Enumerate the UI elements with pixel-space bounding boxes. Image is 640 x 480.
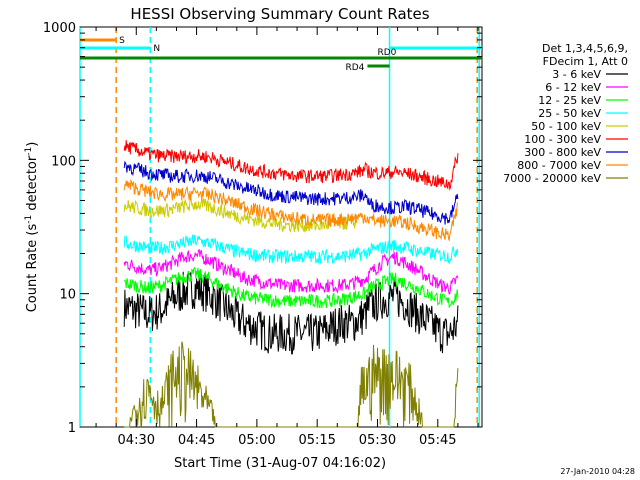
legend-label-6: 300 - 800 keV xyxy=(524,146,601,159)
legend-label-7: 800 - 7000 keV xyxy=(517,159,601,172)
flag-label-1: N xyxy=(153,44,160,54)
x-tick-label-2: 05:00 xyxy=(238,433,275,448)
y-axis-label-sup2: -1 xyxy=(24,147,34,156)
x-tick-label-3: 05:15 xyxy=(298,433,335,448)
y-tick-label-3: 1000 xyxy=(43,21,76,36)
flag-label-3: RD0 xyxy=(377,48,396,58)
legend-label-4: 50 - 100 keV xyxy=(531,120,601,133)
y-tick-label-1: 10 xyxy=(59,288,76,303)
x-axis-label: Start Time (31-Aug-07 04:16:02) xyxy=(174,456,386,471)
y-axis-label-end: ) xyxy=(25,142,40,147)
y-axis-label-mid: detector xyxy=(25,155,40,215)
y-tick-label-2: 100 xyxy=(51,154,76,169)
series-line-1 xyxy=(123,248,459,295)
legend-label-3: 25 - 50 keV xyxy=(538,107,601,120)
y-axis-label-sup1: -1 xyxy=(24,215,34,224)
x-tick-label-5: 05:45 xyxy=(419,433,456,448)
legend-label-0: 3 - 6 keV xyxy=(552,68,601,81)
flag-label-4: RD4 xyxy=(346,63,365,73)
y-axis-label: Count Rate (s-1 detector-1) xyxy=(24,142,40,313)
series-line-7 xyxy=(123,178,459,242)
flag-label-0: S xyxy=(119,36,125,46)
legend-header-line-1: Det 1,3,4,5,6,9, xyxy=(542,42,628,55)
legend-label-5: 100 - 300 keV xyxy=(524,133,601,146)
series-line-3 xyxy=(123,234,459,265)
footer-timestamp: 27-Jan-2010 04:28 xyxy=(560,467,635,476)
x-tick-label-0: 04:30 xyxy=(118,433,155,448)
legend-header-line-2: FDecim 1, Att 0 xyxy=(543,55,628,68)
chart-title: HESSI Observing Summary Count Rates xyxy=(130,5,429,23)
series-line-6 xyxy=(123,160,459,225)
x-tick-label-4: 05:30 xyxy=(359,433,396,448)
legend-label-8: 7000 - 20000 keV xyxy=(503,172,601,185)
legend-label-2: 12 - 25 keV xyxy=(538,94,601,107)
y-axis-label-main: Count Rate (s xyxy=(25,224,40,313)
series-line-4 xyxy=(123,197,358,234)
series-line-8 xyxy=(124,341,459,428)
axes-layer: 04:30 04:45 05:00 05:15 05:30 05:45 1 10 100 1000 xyxy=(43,21,482,448)
plot-layer: S N RD0 RD4 xyxy=(79,27,482,428)
y-tick-label-0: 1 xyxy=(68,421,76,436)
series-line-2 xyxy=(123,267,459,309)
x-tick-label-1: 04:45 xyxy=(178,433,215,448)
series-line-5 xyxy=(123,140,459,191)
legend: Det 1,3,4,5,6,9, FDecim 1, Att 0 3 - 6 k… xyxy=(503,42,628,185)
legend-label-1: 6 - 12 keV xyxy=(545,81,601,94)
